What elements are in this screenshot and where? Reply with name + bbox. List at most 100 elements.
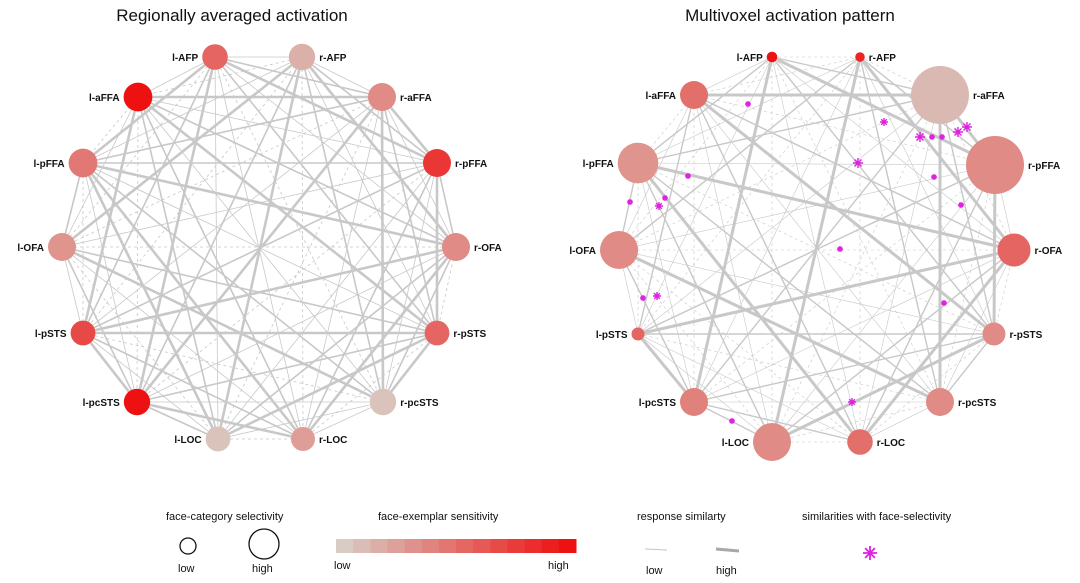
- node-r-AFP: [855, 52, 865, 62]
- edge-l-aFFA-l-pSTS: [81, 96, 140, 334]
- edge-r-pSTS-l-pcSTS: [693, 333, 995, 403]
- edge-l-OFA-l-LOC: [61, 246, 219, 440]
- node-l-OFA: [600, 231, 638, 269]
- node-label-l-AFP: l-AFP: [737, 53, 763, 64]
- similarity-star-19: [729, 418, 735, 424]
- node-label-l-LOC: l-LOC: [722, 438, 749, 449]
- similarity-star-17: [941, 300, 947, 306]
- edge-r-pcSTS-l-LOC: [771, 401, 941, 443]
- right-network-graph: l-AFP r-AFP l-aFFA r-aFFA l-pFFA r-pFFA l-OFA r…: [569, 51, 1063, 461]
- node-l-pSTS: [70, 320, 96, 346]
- edge-r-pSTS-l-LOC: [771, 332, 995, 444]
- edge-l-pFFA-r-LOC: [81, 162, 305, 440]
- legend-sensitivity-high: high: [548, 560, 569, 572]
- node-l-LOC: [205, 426, 231, 452]
- node-r-pcSTS: [926, 388, 954, 416]
- edge-r-AFP-r-pcSTS: [301, 56, 384, 403]
- edge-r-OFA-l-LOC: [217, 246, 457, 440]
- node-label-l-pSTS: l-pSTS: [35, 329, 67, 340]
- similarity-star-0: [745, 101, 751, 107]
- edge-l-AFP-r-pSTS: [771, 56, 995, 335]
- edge-r-AFP-l-OFA: [618, 56, 861, 251]
- edge-r-pFFA-l-LOC: [771, 164, 996, 443]
- right-nodes: l-AFP r-AFP l-aFFA r-aFFA l-pFFA r-pFFA l-OFA r…: [569, 51, 1063, 461]
- similarity-star-1: [880, 118, 888, 126]
- node-label-l-OFA: l-OFA: [569, 246, 596, 257]
- node-r-OFA: [997, 233, 1031, 267]
- edge-r-OFA-r-LOC: [858, 249, 1016, 443]
- edge-r-AFP-l-pSTS: [82, 56, 303, 334]
- edge-r-aFFA-l-pFFA: [82, 96, 383, 164]
- legend-star-title: similarities with face-selectivity: [802, 511, 952, 523]
- edge-l-OFA-l-LOC: [618, 249, 773, 443]
- edge-l-pFFA-l-pcSTS: [82, 162, 138, 403]
- node-label-r-aFFA: r-aFFA: [400, 93, 432, 104]
- edge-r-aFFA-r-pcSTS: [380, 96, 385, 403]
- edge-r-pSTS-l-pcSTS: [136, 332, 438, 403]
- colorbar-cell: [507, 539, 525, 553]
- edge-l-pFFA-r-pFFA: [637, 162, 996, 166]
- node-label-l-aFFA: l-aFFA: [89, 93, 120, 104]
- node-label-r-OFA: r-OFA: [1035, 246, 1063, 257]
- edge-l-aFFA-l-OFA: [61, 96, 139, 248]
- edge-l-pcSTS-r-LOC: [693, 401, 861, 443]
- edge-r-AFP-l-pcSTS: [136, 56, 303, 403]
- edge-r-AFP-r-OFA: [300, 56, 458, 248]
- node-label-r-LOC: r-LOC: [319, 435, 347, 446]
- edge-r-aFFA-l-LOC: [217, 96, 383, 440]
- edge-r-OFA-r-pSTS: [436, 246, 457, 334]
- edge-r-pSTS-r-LOC: [302, 332, 438, 440]
- edge-r-AFP-r-aFFA: [301, 56, 383, 98]
- legend-sensitivity-low: low: [334, 560, 351, 572]
- node-r-pFFA: [423, 149, 451, 177]
- node-r-OFA: [442, 233, 470, 261]
- node-l-pSTS: [631, 327, 645, 341]
- edge-l-AFP-r-pFFA: [771, 55, 996, 167]
- legend-selectivity-high: high: [252, 563, 273, 575]
- legend-star-shape: [863, 546, 877, 560]
- node-r-pcSTS: [369, 388, 397, 416]
- node-label-l-AFP: l-AFP: [172, 53, 198, 64]
- legend-star-icon: [863, 546, 877, 560]
- node-l-OFA: [48, 233, 76, 261]
- edge-l-pFFA-r-OFA: [637, 161, 1015, 252]
- colorbar-cell: [336, 539, 354, 553]
- edge-r-OFA-r-pcSTS: [382, 246, 457, 403]
- colorbar-cell: [387, 539, 405, 553]
- legend-similarity-high-line: [715, 547, 740, 553]
- node-label-r-OFA: r-OFA: [474, 243, 502, 254]
- edge-l-AFP-l-LOC: [214, 56, 219, 440]
- node-r-pFFA: [966, 136, 1024, 194]
- edge-l-OFA-r-pcSTS: [61, 245, 384, 404]
- node-label-l-pSTS: l-pSTS: [596, 330, 628, 341]
- node-l-pcSTS: [680, 388, 708, 416]
- node-l-AFP: [202, 44, 228, 70]
- similarity-star-2: [915, 132, 925, 142]
- edge-l-AFP-l-pFFA: [637, 56, 773, 164]
- edge-r-aFFA-r-pSTS: [381, 96, 438, 334]
- node-label-r-AFP: r-AFP: [319, 53, 347, 64]
- edge-l-aFFA-r-OFA: [693, 94, 1015, 251]
- node-label-l-aFFA: l-aFFA: [645, 91, 676, 102]
- edge-r-pSTS-r-LOC: [859, 333, 995, 443]
- edge-l-aFFA-l-LOC: [137, 96, 219, 440]
- edge-l-aFFA-l-pSTS: [637, 94, 695, 335]
- edge-l-aFFA-r-pFFA: [137, 96, 438, 164]
- similarity-star-16: [640, 295, 646, 301]
- edge-r-pSTS-l-LOC: [217, 331, 438, 441]
- node-r-aFFA: [368, 83, 396, 111]
- edge-r-AFP-l-aFFA: [137, 56, 303, 98]
- node-label-r-pFFA: r-pFFA: [1028, 161, 1060, 172]
- edge-l-pFFA-r-OFA: [82, 161, 457, 249]
- edge-l-AFP-l-aFFA: [137, 56, 216, 98]
- node-l-pFFA: [617, 142, 659, 184]
- edge-l-pSTS-l-pcSTS: [81, 332, 139, 403]
- edge-r-pFFA-r-pcSTS: [382, 162, 438, 403]
- edge-r-aFFA-l-OFA: [61, 96, 383, 248]
- edge-r-OFA-r-pcSTS: [939, 249, 1015, 403]
- node-r-pSTS: [424, 320, 450, 346]
- edge-r-OFA-r-LOC: [301, 246, 458, 440]
- node-label-r-pcSTS: r-pcSTS: [400, 398, 439, 409]
- edge-l-OFA-r-pcSTS: [618, 248, 941, 404]
- edge-r-AFP-l-pFFA: [637, 56, 861, 164]
